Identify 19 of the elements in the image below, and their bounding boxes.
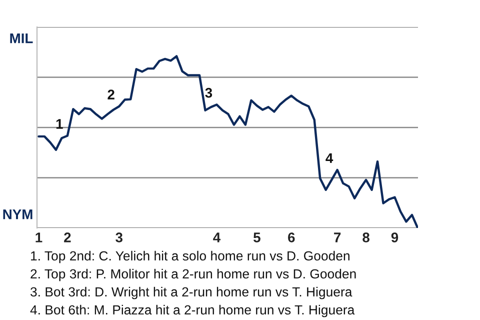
- text: MIL: [10, 34, 33, 44]
- annotation: 2: [108, 90, 114, 100]
- text: 4. Bot 6th: M. Piazza hit a 2-run home run vs T. Higuera: [30, 304, 355, 318]
- text: NYM: [3, 210, 32, 220]
- x-tick-label: 7: [334, 232, 341, 242]
- x-tick-label: 3: [116, 232, 122, 242]
- x-tick-label: 4: [213, 232, 221, 242]
- annotation: 3: [205, 88, 212, 98]
- x-tick-label: 2: [64, 232, 71, 242]
- annotation: 1: [56, 119, 63, 129]
- x-tick-label: 9: [391, 232, 398, 242]
- text: 3. Bot 3rd: D. Wright hit a 2-run home run vs T. Higuera: [30, 286, 352, 300]
- x-tick-label: 8: [362, 232, 370, 242]
- x-tick-label: 5: [253, 232, 260, 242]
- text: 1. Top 2nd: C. Yelich hit a solo home run vs D. Gooden: [31, 250, 350, 264]
- x-tick-label: 1: [36, 232, 42, 242]
- annotation: 4: [326, 153, 334, 163]
- text: 2. Top 3rd: P. Molitor hit a 2-run home run vs D. Gooden: [30, 268, 356, 282]
- x-tick-label: 6: [288, 232, 295, 242]
